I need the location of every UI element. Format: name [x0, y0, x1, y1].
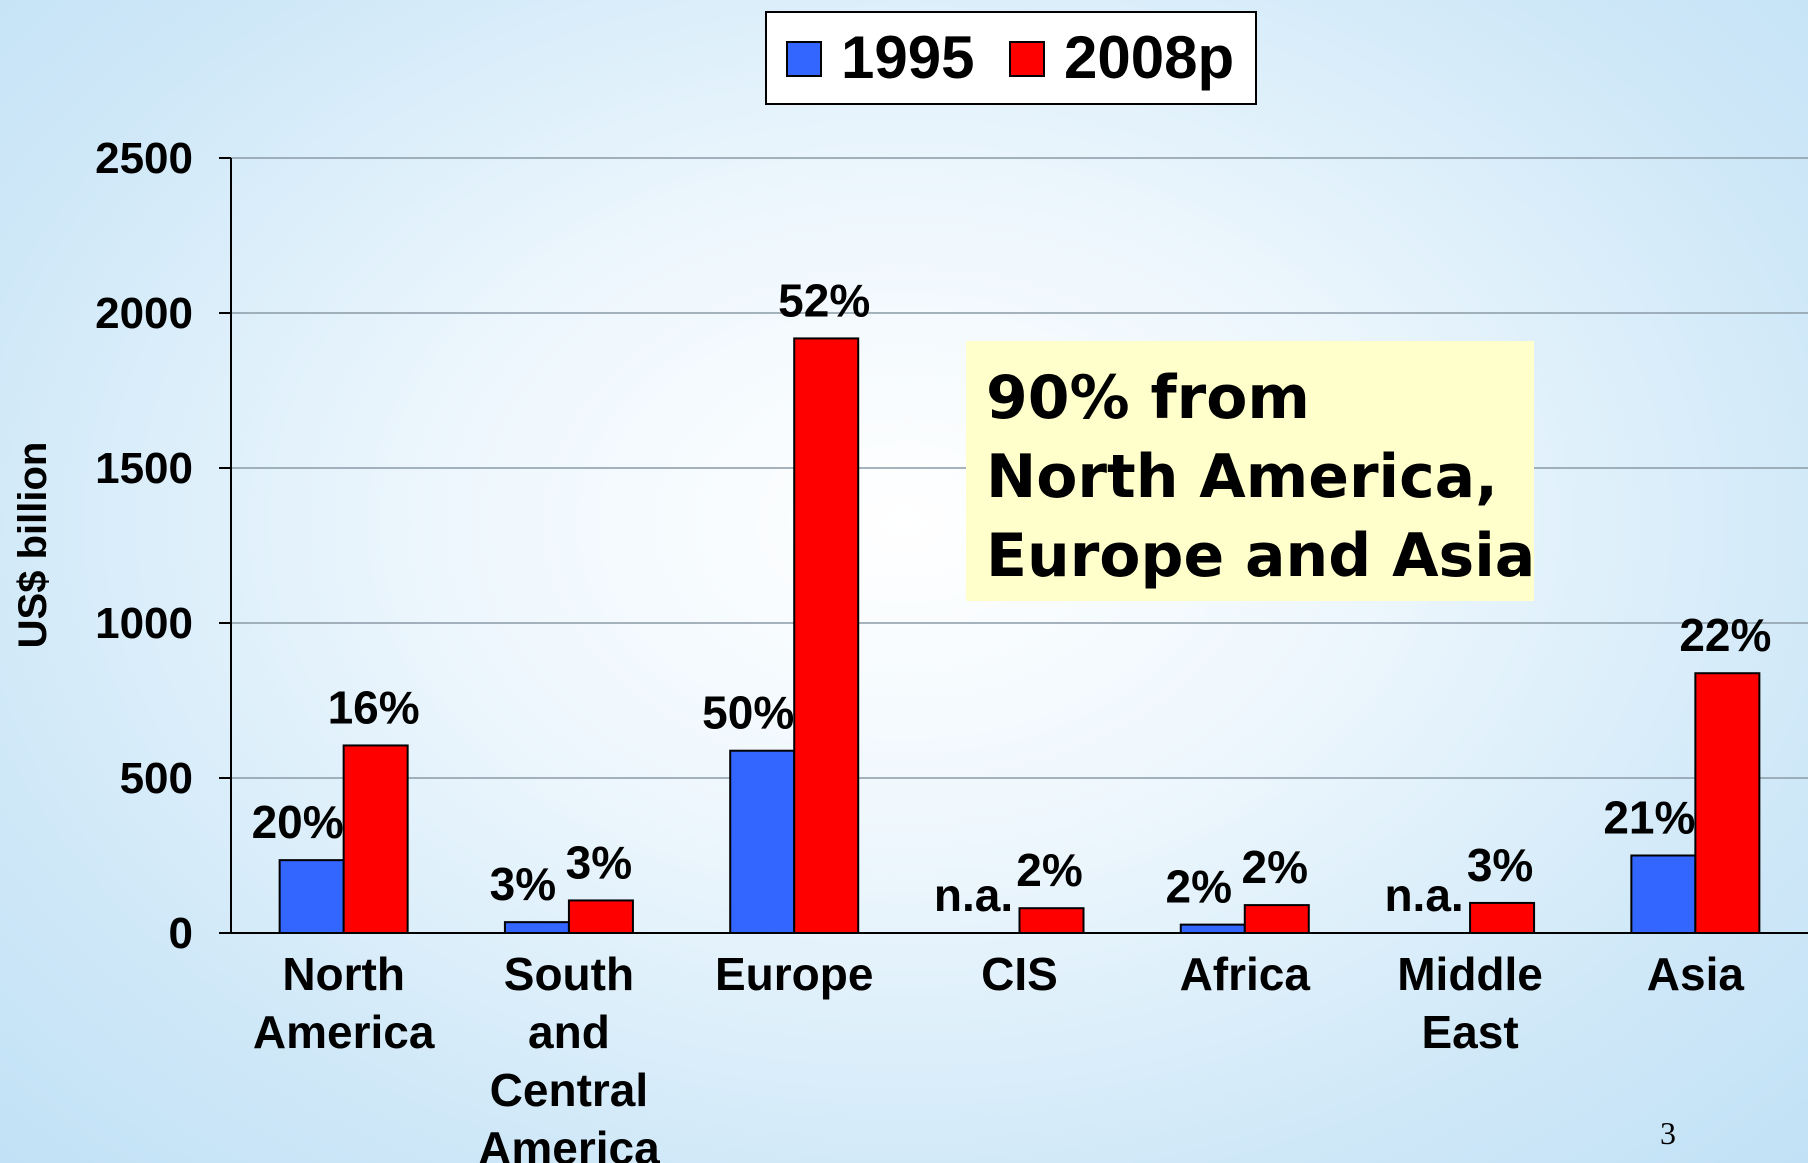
- x-tick-label: CIS: [981, 948, 1058, 1000]
- data-label-1995: n.a.: [934, 869, 1013, 921]
- y-tick-label: 2500: [95, 134, 193, 183]
- legend-label-2008p: 2008p: [1064, 24, 1235, 91]
- data-label-2008p: 2%: [1016, 844, 1082, 896]
- x-tick-label: East: [1421, 1006, 1518, 1058]
- annotation-line: Europe and Asia: [986, 521, 1536, 591]
- bar-1995: [729, 749, 796, 934]
- x-tick-label: Central: [490, 1064, 648, 1116]
- x-tick-label: Africa: [1180, 948, 1311, 1000]
- bar-2008p: [342, 744, 409, 935]
- x-tick-label: Europe: [715, 948, 873, 1000]
- x-tick-label: South: [504, 948, 634, 1000]
- bar-2008p: [1694, 672, 1761, 934]
- legend-label-1995: 1995: [841, 24, 975, 91]
- x-tick-label: Middle: [1397, 948, 1543, 1000]
- data-label-2008p: 3%: [566, 836, 632, 888]
- data-label-2008p: 16%: [328, 681, 420, 733]
- data-label-1995: 20%: [252, 796, 344, 848]
- bar-1995: [1179, 923, 1246, 935]
- data-label-2008p: 3%: [1467, 839, 1533, 891]
- data-label-2008p: 2%: [1242, 841, 1308, 893]
- bar-1995: [503, 921, 570, 935]
- x-tick-label: America: [478, 1122, 660, 1163]
- bar-2008p: [1243, 904, 1310, 934]
- y-tick-label: 500: [120, 754, 193, 803]
- y-tick-label: 1500: [95, 444, 193, 493]
- legend-swatch-1995: [786, 41, 822, 77]
- page-number: 3: [1660, 1115, 1676, 1151]
- y-tick-label: 1000: [95, 599, 193, 648]
- bar-1995: [278, 859, 345, 935]
- annotation-line: 90% from: [986, 363, 1310, 433]
- data-label-1995: n.a.: [1384, 869, 1463, 921]
- data-label-1995: 50%: [702, 687, 794, 739]
- y-tick-label: 0: [169, 909, 193, 958]
- bar-2008p: [1018, 907, 1085, 935]
- legend-swatch-2008p: [1009, 41, 1045, 77]
- data-label-2008p: 22%: [1679, 609, 1771, 661]
- x-tick-label: North: [282, 948, 405, 1000]
- x-tick-label: Asia: [1647, 948, 1745, 1000]
- annotation-line: North America,: [986, 442, 1498, 512]
- chart-legend: 1995 2008p: [765, 11, 1257, 105]
- bar-1995: [1630, 854, 1697, 934]
- data-label-1995: 21%: [1603, 792, 1695, 844]
- x-tick-label: and: [528, 1006, 610, 1058]
- data-label-2008p: 52%: [778, 274, 870, 326]
- annotation-box: 90% from North America, Europe and Asia: [966, 341, 1536, 601]
- bar-2008p: [1469, 901, 1536, 934]
- bar-2008p: [567, 899, 634, 935]
- x-tick-label: America: [253, 1006, 435, 1058]
- y-axis-title: US$ billion: [11, 442, 55, 649]
- y-tick-label: 2000: [95, 289, 193, 338]
- data-label-1995: 2%: [1166, 861, 1232, 913]
- data-label-1995: 3%: [490, 858, 556, 910]
- bar-2008p: [793, 337, 860, 935]
